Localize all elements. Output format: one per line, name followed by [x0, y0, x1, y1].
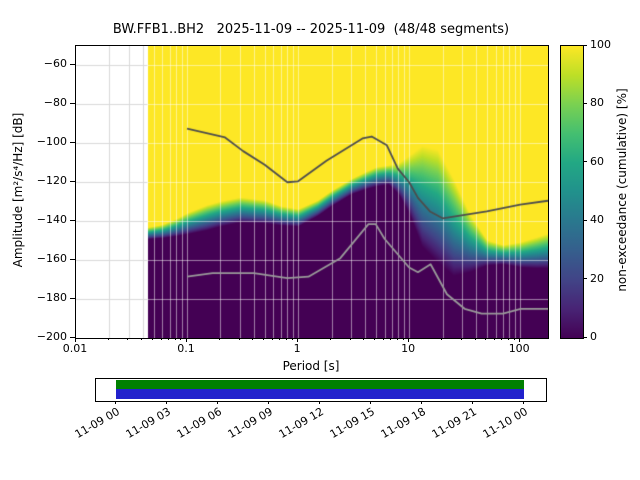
colorbar-tick — [583, 44, 587, 46]
colorbar-tick-label: 80 — [590, 96, 604, 110]
x-minor-tick — [127, 338, 129, 340]
y-axis-label: Amplitude [m²/s⁴/Hz] [dB] — [11, 112, 25, 268]
x-minor-tick — [174, 338, 176, 340]
y-tick-label: −60 — [43, 57, 67, 71]
x-minor-tick — [513, 338, 515, 340]
x-minor-tick — [349, 338, 351, 340]
x-major-tick — [407, 338, 409, 342]
timeline-tick — [522, 401, 524, 404]
timeline-tick-label-text: 11-09 03 — [123, 405, 173, 441]
y-tick — [70, 63, 75, 65]
x-minor-tick — [107, 338, 109, 340]
y-tick — [70, 219, 75, 221]
x-minor-tick — [460, 338, 462, 340]
timeline-tick — [114, 401, 116, 404]
heatmap-canvas — [76, 46, 548, 338]
x-tick-label: 0.01 — [62, 342, 88, 355]
x-minor-tick — [279, 338, 281, 340]
timeline-tick-label-text: 11-09 06 — [174, 405, 224, 441]
timeline-tick — [267, 401, 269, 404]
x-major-tick — [518, 338, 520, 342]
x-minor-tick — [160, 338, 162, 340]
timeline-tick — [216, 401, 218, 404]
colorbar-label: non-exceedance (cumulative) [%] — [615, 88, 629, 292]
timeline-tick-label-text: 11-09 18 — [378, 405, 428, 441]
colorbar-tick — [583, 102, 587, 104]
colorbar-tick-label: 60 — [590, 154, 604, 168]
colorbar-tick-label: 40 — [590, 213, 604, 227]
timeline-tick — [318, 401, 320, 404]
x-minor-tick — [263, 338, 265, 340]
timeline-tick — [420, 401, 422, 404]
timeline-tick-label-text: 11-10 00 — [480, 405, 530, 441]
x-minor-tick — [285, 338, 287, 340]
x-minor-tick — [396, 338, 398, 340]
x-minor-tick — [383, 338, 384, 340]
x-minor-tick — [485, 338, 487, 340]
x-minor-tick — [474, 338, 476, 340]
x-minor-tick — [330, 338, 332, 340]
plot-title: BW.FFB1..BH2 2025-11-09 -- 2025-11-09 (4… — [112, 22, 510, 37]
timeline-tick — [165, 401, 167, 404]
colorbar-tick-label: 100 — [590, 38, 611, 51]
y-tick-label: −200 — [36, 330, 67, 343]
x-minor-tick — [390, 338, 392, 340]
x-minor-tick — [141, 338, 143, 340]
x-tick-label: 100 — [508, 342, 530, 355]
y-tick — [70, 180, 75, 182]
y-tick-label: −80 — [43, 96, 67, 110]
timeline-tick — [369, 401, 371, 404]
colorbar-tick — [583, 278, 587, 280]
x-minor-tick — [507, 338, 509, 340]
plot-area — [75, 45, 549, 339]
colorbar-tick — [583, 336, 587, 338]
y-tick — [70, 297, 75, 299]
x-axis-label: Period [s] — [282, 359, 340, 373]
y-tick — [70, 102, 75, 104]
y-tick — [70, 336, 75, 338]
timeline-tick-label-text: 11-09 09 — [225, 405, 275, 441]
timeline-coverage-blue — [116, 389, 524, 399]
y-tick-label: −160 — [36, 252, 67, 266]
x-tick-label: 10 — [401, 342, 416, 355]
y-tick-label: −180 — [36, 291, 67, 305]
x-minor-tick — [402, 338, 404, 340]
x-minor-tick — [441, 338, 443, 340]
x-minor-tick — [374, 338, 376, 340]
y-tick-label: −100 — [36, 135, 67, 149]
colorbar-tick-label: 20 — [590, 271, 604, 285]
x-minor-tick — [152, 338, 154, 340]
colorbar-tick — [583, 161, 587, 163]
colorbar-tick — [583, 219, 587, 221]
x-tick-label: 0.1 — [177, 342, 195, 355]
y-tick-label: −120 — [36, 174, 67, 188]
colorbar — [560, 45, 584, 339]
x-tick-label: 1 — [293, 342, 301, 355]
x-minor-tick — [238, 338, 240, 340]
timeline-bar — [95, 378, 547, 402]
timeline-coverage-green — [116, 380, 524, 389]
colorbar-tick-label: 0 — [590, 330, 597, 343]
timeline-tick-label-text: 11-09 12 — [276, 405, 326, 441]
x-minor-tick — [494, 338, 496, 340]
y-tick — [70, 258, 75, 260]
x-minor-tick — [291, 338, 293, 340]
x-minor-tick — [168, 338, 170, 340]
x-minor-tick — [271, 338, 273, 340]
timeline-tick-label-text: 11-09 15 — [327, 405, 377, 441]
timeline-tick-label-text: 11-09 00 — [72, 405, 122, 441]
timeline-tick-label-text: 11-09 21 — [429, 405, 479, 441]
x-minor-tick — [501, 338, 503, 340]
x-minor-tick — [180, 338, 182, 340]
y-tick — [70, 141, 75, 143]
timeline-tick — [471, 401, 473, 404]
x-major-tick — [74, 338, 76, 342]
x-minor-tick — [218, 338, 220, 340]
x-minor-tick — [252, 338, 254, 340]
x-major-tick — [296, 338, 298, 342]
x-major-tick — [185, 338, 187, 342]
x-minor-tick — [363, 338, 365, 340]
y-tick-label: −140 — [36, 213, 67, 227]
